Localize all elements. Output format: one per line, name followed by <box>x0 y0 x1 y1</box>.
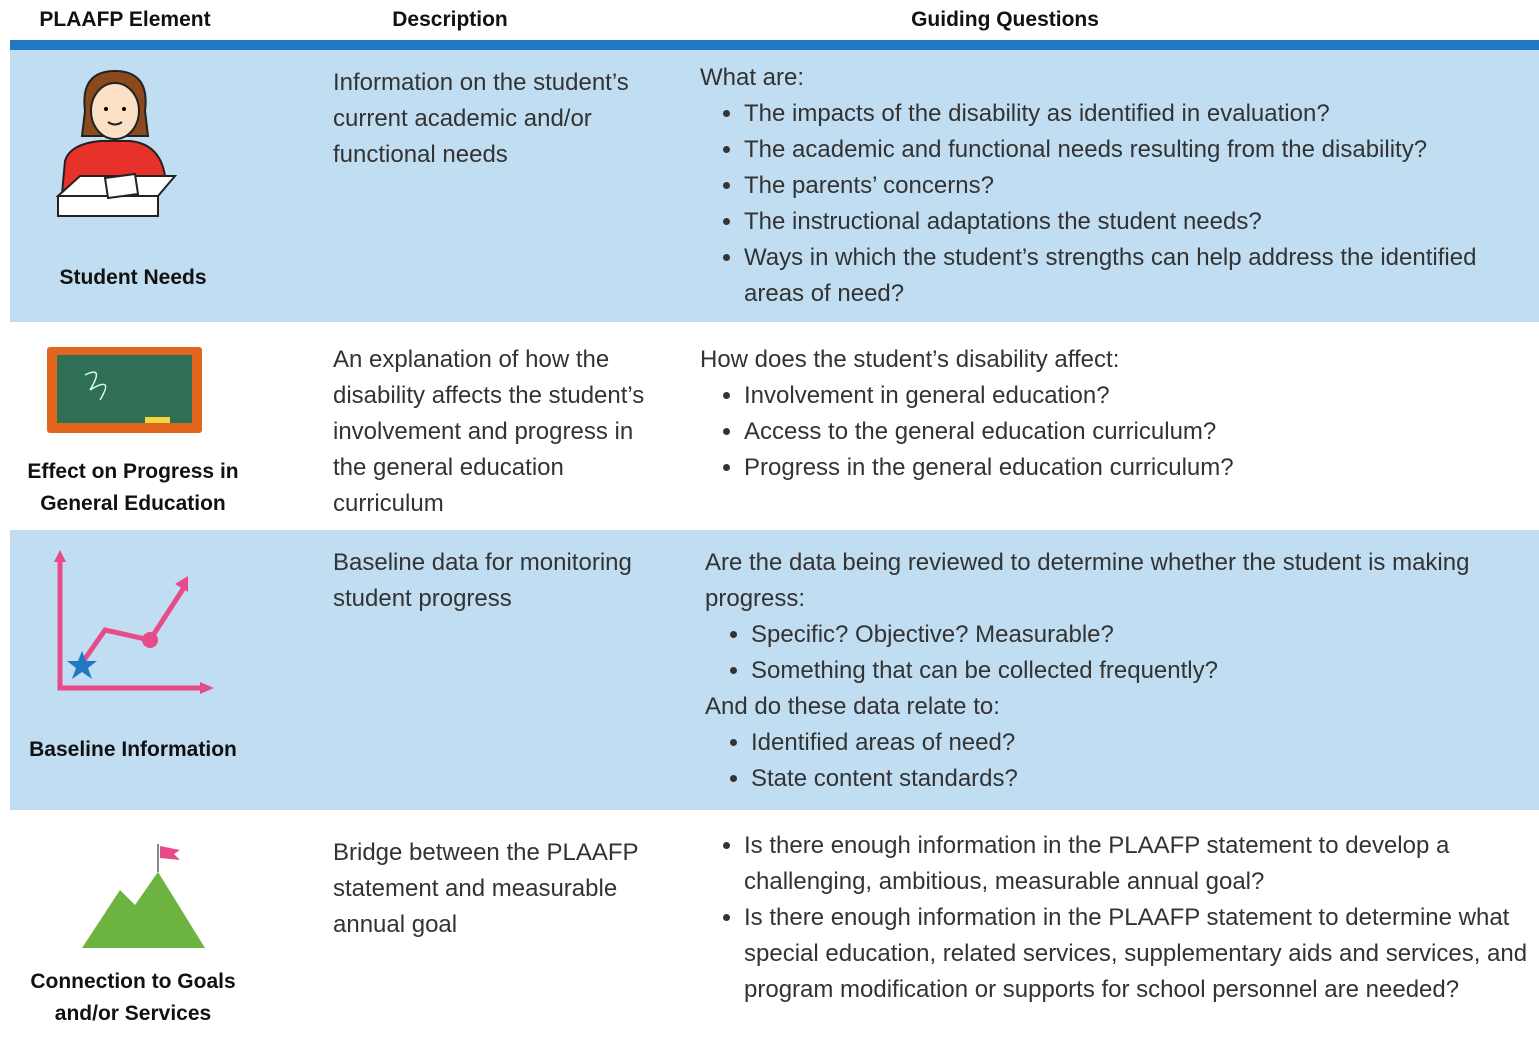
bullet-list: Is there enough information in the PLAAF… <box>700 828 1530 1008</box>
header-cell: PLAAFP Element <box>39 8 211 31</box>
bullet-item: The academic and functional needs result… <box>744 132 1530 168</box>
element-label: Effect on Progress in General Education <box>27 460 239 515</box>
header-cell: Description <box>392 8 508 31</box>
mountain-icon <box>82 844 205 948</box>
bullet-item: State content standards? <box>751 761 1535 797</box>
bullet-item: Involvement in general education? <box>744 378 1530 414</box>
bullet-item: Ways in which the student’s strengths ca… <box>744 240 1530 312</box>
element-label: Student Needs <box>59 266 207 289</box>
question-intro: And do these data relate to: <box>705 693 1000 720</box>
description: Bridge between the PLAAFP statement and … <box>333 839 639 938</box>
bullet-item: The impacts of the disability as identif… <box>744 96 1530 132</box>
bullet-list: Involvement in general education?Access … <box>700 378 1530 486</box>
description: Baseline data for monitoring student pro… <box>333 549 632 612</box>
graph-icon <box>54 550 214 694</box>
table-row: Baseline Information Baseline data for mo… <box>10 530 1539 810</box>
question-intro: What are: <box>700 64 805 91</box>
table-row: Connection to Goals and/or Services Bridg… <box>10 810 1539 1040</box>
bullet-list: The impacts of the disability as identif… <box>700 96 1530 312</box>
question-intro: How does the student’s disability affect… <box>700 346 1120 373</box>
header-bar <box>10 40 1539 50</box>
bullet-list: Specific? Objective? Measurable?Somethin… <box>705 617 1535 689</box>
bullet-item: Identified areas of need? <box>751 725 1535 761</box>
element-label: Connection to Goals and/or Services <box>30 970 236 1025</box>
element-label: Baseline Information <box>29 738 237 761</box>
header-cell: Guiding Questions <box>911 8 1099 31</box>
bullet-item: Specific? Objective? Measurable? <box>751 617 1535 653</box>
bullet-item: Is there enough information in the PLAAF… <box>744 900 1530 1008</box>
guiding-questions: Is there enough information in the PLAAF… <box>700 828 1530 1008</box>
guiding-questions: Are the data being reviewed to determine… <box>705 545 1535 797</box>
guiding-questions: How does the student’s disability affect… <box>700 342 1530 486</box>
description: Information on the student’s current aca… <box>333 69 629 168</box>
chalkboard-icon <box>47 347 202 433</box>
student-icon <box>55 69 178 217</box>
description: An explanation of how the disability aff… <box>333 346 645 517</box>
bullet-item: The parents’ concerns? <box>744 168 1530 204</box>
table-row: Effect on Progress in General Education A… <box>10 322 1539 530</box>
bullet-item: Access to the general education curricul… <box>744 414 1530 450</box>
bullet-item: The instructional adaptations the studen… <box>744 204 1530 240</box>
bullet-list: Identified areas of need?State content s… <box>705 725 1535 797</box>
guiding-questions: What are: The impacts of the disability a… <box>700 60 1530 312</box>
bullet-item: Something that can be collected frequent… <box>751 653 1535 689</box>
question-intro: Are the data being reviewed to determine… <box>705 549 1470 612</box>
bullet-item: Progress in the general education curric… <box>744 450 1530 486</box>
bullet-item: Is there enough information in the PLAAF… <box>744 828 1530 900</box>
table-row: Student Needs Information on the student’… <box>10 50 1539 322</box>
